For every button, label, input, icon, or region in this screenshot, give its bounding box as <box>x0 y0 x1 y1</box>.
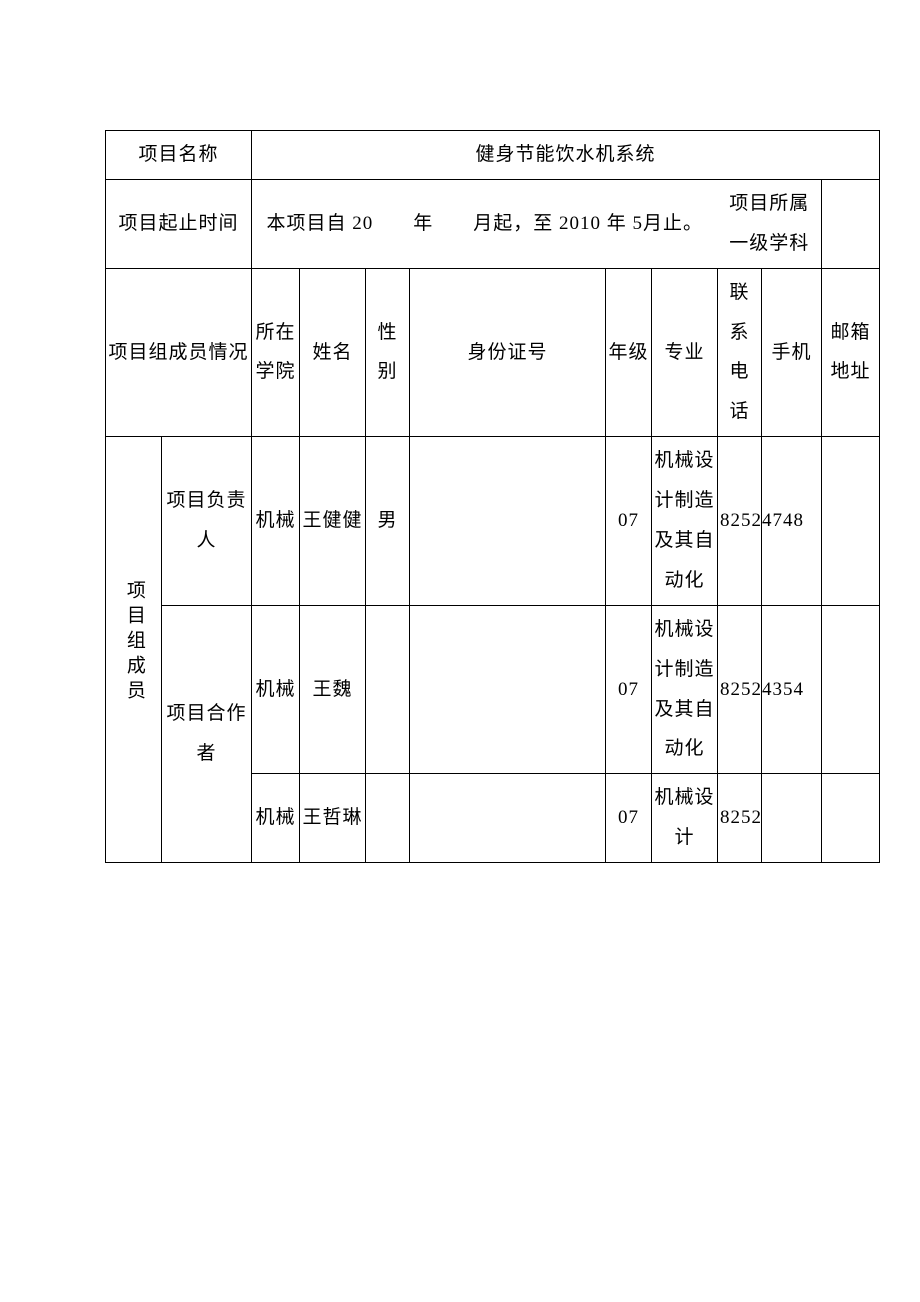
label-members-group: 项目组成员 <box>106 437 162 863</box>
header-grade: 年级 <box>606 268 652 437</box>
r1-name: 王健健 <box>300 437 366 606</box>
vertical-members-group: 项目组成员 <box>122 580 145 705</box>
r2-name: 王魏 <box>300 605 366 774</box>
label-collaborator: 项目合作者 <box>162 605 252 862</box>
r3-id <box>410 774 606 863</box>
r2-institute: 机械 <box>252 605 300 774</box>
row-headers: 项目组成员情况 所在学院 姓名 性别 身份证号 年级 专业 联系电话 手机 邮箱… <box>106 268 880 437</box>
r3-institute: 机械 <box>252 774 300 863</box>
r1-gender: 男 <box>366 437 410 606</box>
label-project-period: 项目起止时间 <box>106 179 252 268</box>
header-email: 邮箱地址 <box>822 268 880 437</box>
header-gender: 性别 <box>366 268 410 437</box>
row-leader: 项目组成员 项目负责人 机械 王健健 男 07 机械设计制造及其自动化 8252… <box>106 437 880 606</box>
row-project-name: 项目名称 健身节能饮水机系统 <box>106 131 880 180</box>
r1-major: 机械设计制造及其自动化 <box>652 437 718 606</box>
r3-mobile <box>762 774 822 863</box>
r3-gender <box>366 774 410 863</box>
header-name: 姓名 <box>300 268 366 437</box>
r3-email <box>822 774 880 863</box>
r2-gender <box>366 605 410 774</box>
r3-major: 机械设计 <box>652 774 718 863</box>
header-mobile: 手机 <box>762 268 822 437</box>
label-leader: 项目负责人 <box>162 437 252 606</box>
r2-grade: 07 <box>606 605 652 774</box>
r1-grade: 07 <box>606 437 652 606</box>
r1-id <box>410 437 606 606</box>
r1-tel: 82524748 <box>718 437 762 606</box>
label-discipline: 项目所属一级学科 <box>718 179 822 268</box>
value-discipline <box>822 179 880 268</box>
r2-major: 机械设计制造及其自动化 <box>652 605 718 774</box>
row-collab-1: 项目合作者 机械 王魏 07 机械设计制造及其自动化 82524354 <box>106 605 880 774</box>
project-info-table: 项目名称 健身节能饮水机系统 项目起止时间 本项目自 20 年 月起，至 201… <box>105 130 880 863</box>
label-members-info: 项目组成员情况 <box>106 268 252 437</box>
value-project-name: 健身节能饮水机系统 <box>252 131 880 180</box>
r3-name: 王哲琳 <box>300 774 366 863</box>
header-tel: 联系电话 <box>718 268 762 437</box>
r2-tel: 82524354 <box>718 605 762 774</box>
r2-email <box>822 605 880 774</box>
r3-tel: 8252 <box>718 774 762 863</box>
header-major: 专业 <box>652 268 718 437</box>
row-project-period: 项目起止时间 本项目自 20 年 月起，至 2010 年 5月止。 项目所属一级… <box>106 179 880 268</box>
header-institute: 所在学院 <box>252 268 300 437</box>
r1-email <box>822 437 880 606</box>
value-project-period: 本项目自 20 年 月起，至 2010 年 5月止。 <box>252 179 718 268</box>
r1-institute: 机械 <box>252 437 300 606</box>
header-id: 身份证号 <box>410 268 606 437</box>
r3-grade: 07 <box>606 774 652 863</box>
r2-id <box>410 605 606 774</box>
label-project-name: 项目名称 <box>106 131 252 180</box>
